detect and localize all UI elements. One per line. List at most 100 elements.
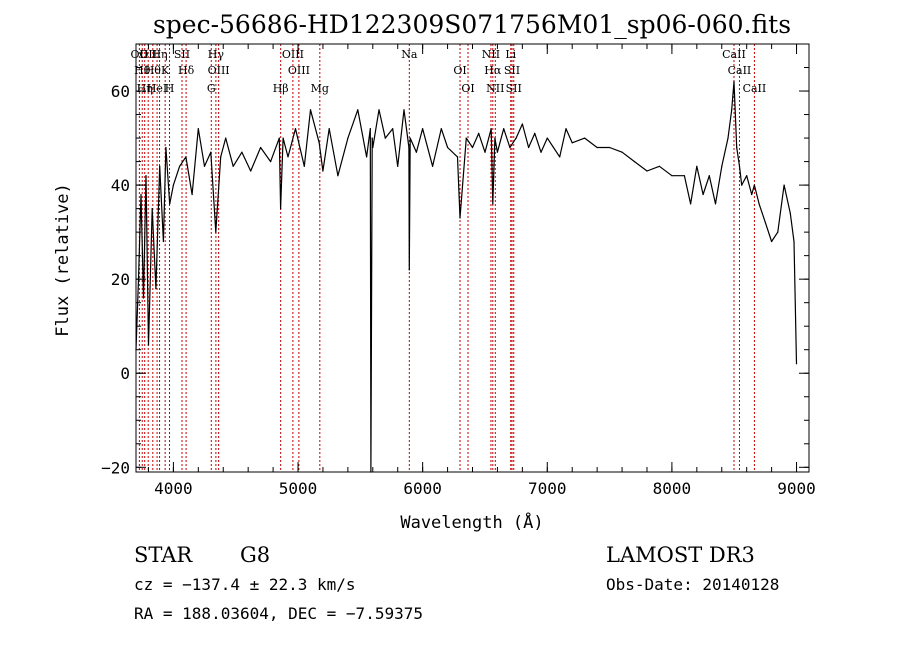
line-marker-label: CaII [743, 82, 767, 95]
spectrum-point [727, 137, 729, 139]
line-marker-label: OIII [282, 48, 304, 61]
spectrum-point [371, 137, 373, 139]
spectrum-point [347, 137, 349, 139]
x-tick-label: 6000 [403, 479, 442, 498]
line-marker-label: HeI [147, 82, 167, 95]
spectrum-point [440, 128, 442, 130]
spectrum-line [135, 80, 798, 473]
spectrum-point [372, 146, 374, 149]
spectrum-point [609, 146, 611, 149]
spectrum-point [328, 128, 330, 130]
line-marker-label: SII [506, 82, 522, 95]
spectrum-point [322, 170, 324, 172]
spectrum-point [147, 344, 150, 346]
spectrum-point [250, 170, 252, 172]
spectrum-point [696, 165, 698, 167]
line-marker-label: Hα [484, 64, 502, 77]
spectrum-point [496, 151, 498, 153]
line-marker-label: OIII [288, 64, 310, 77]
spectrum-point [546, 137, 548, 139]
spectrum-point [215, 231, 217, 233]
line-marker-label: Na [401, 48, 418, 61]
y-tick-label: 60 [111, 82, 130, 101]
spectrum-point [596, 146, 598, 149]
spectrum-point [584, 137, 586, 139]
spectrum-point [552, 146, 555, 149]
spectrum-point [318, 142, 320, 144]
spectrum-point [140, 193, 142, 196]
x-tick-label: 9000 [777, 479, 816, 498]
spectrum-point [690, 203, 692, 205]
spectrum-point [278, 137, 280, 139]
spectrum-point [534, 132, 536, 134]
spectrum-point [142, 297, 145, 299]
x-tick-label: 5000 [279, 479, 318, 498]
survey-name: LAMOST DR3 [606, 543, 755, 567]
spectrum-point [303, 165, 305, 167]
spectrum-point [753, 184, 756, 186]
spectrum-point [565, 128, 567, 130]
spectrum-point [738, 165, 741, 167]
spectrum-point [521, 123, 524, 125]
line-marker-label: CaII [722, 48, 746, 61]
spectrum-point [337, 175, 339, 177]
spectrum-point [736, 146, 738, 149]
spectrum-point [751, 193, 753, 196]
spectrum-point [515, 137, 517, 139]
spectrum-point [459, 217, 461, 219]
spectrum-point [241, 151, 243, 153]
spectrum-point [145, 175, 147, 177]
spectrum-point [509, 146, 511, 149]
spectrum-point [280, 208, 282, 210]
spectrum-point [702, 193, 704, 196]
line-marker-label: SII [174, 48, 190, 61]
x-tick-label: 4000 [154, 479, 193, 498]
spectrum-point [789, 212, 791, 214]
spectrum-point [172, 184, 174, 186]
spectrum-point [287, 156, 289, 158]
line-marker-label: OI [453, 64, 466, 77]
spectrum-point [494, 137, 496, 139]
spectrum-point [408, 269, 410, 271]
spectrum-point [165, 146, 167, 149]
redshift-velocity: cz = −137.4 ± 22.3 km/s [134, 575, 356, 594]
spectrum-point [203, 165, 206, 167]
spectrum-point [746, 175, 748, 177]
spectrum-point [456, 156, 459, 158]
coordinates: RA = 188.03604, DEC = −7.59375 [134, 604, 423, 623]
spectrum-point [714, 203, 717, 205]
spectrum-point [764, 222, 767, 224]
spectrum-point [155, 288, 157, 290]
spectrum-point [162, 240, 164, 243]
spectrum-point [282, 137, 284, 139]
spectrum-point [159, 165, 161, 167]
line-marker-label: Hγ [208, 48, 225, 61]
line-marker-label: NII [482, 48, 500, 61]
spectrum-point [540, 151, 542, 153]
spectrum-point [415, 151, 417, 153]
spectrum-point [777, 231, 779, 233]
spectrum-point [422, 128, 424, 130]
spectrum-point [741, 184, 743, 186]
spectrum-point [571, 142, 573, 144]
spectrum-point [733, 81, 735, 83]
line-marker-label: Li [505, 48, 516, 61]
spectrum-point [378, 109, 380, 111]
spectrum-point [793, 240, 795, 243]
line-marker-label: CaII [728, 64, 752, 77]
y-tick-label: −20 [101, 458, 130, 477]
spectrum-point [465, 137, 467, 139]
spectrum-point [671, 175, 673, 177]
spectrum-point [492, 203, 494, 205]
spectrum-point [683, 175, 686, 177]
spectrum-point [771, 240, 773, 243]
spectrum-point [151, 208, 153, 210]
spectrum-point [191, 193, 193, 196]
spectrum-point [260, 146, 262, 149]
spectrum-point [309, 109, 312, 111]
spectrum-point [232, 165, 234, 167]
plot-frame [135, 43, 810, 473]
spectrum-point [179, 165, 181, 167]
spectrum-point [503, 128, 505, 130]
